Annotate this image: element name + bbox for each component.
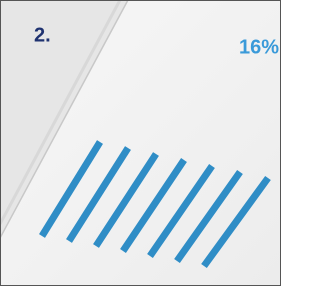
page: 2. 16% (() => { const data = JSON.parse(… xyxy=(0,0,281,286)
step-label: 2. xyxy=(34,24,51,46)
percent-label: 16% xyxy=(239,36,279,58)
illustration: 2. 16% xyxy=(0,0,281,286)
